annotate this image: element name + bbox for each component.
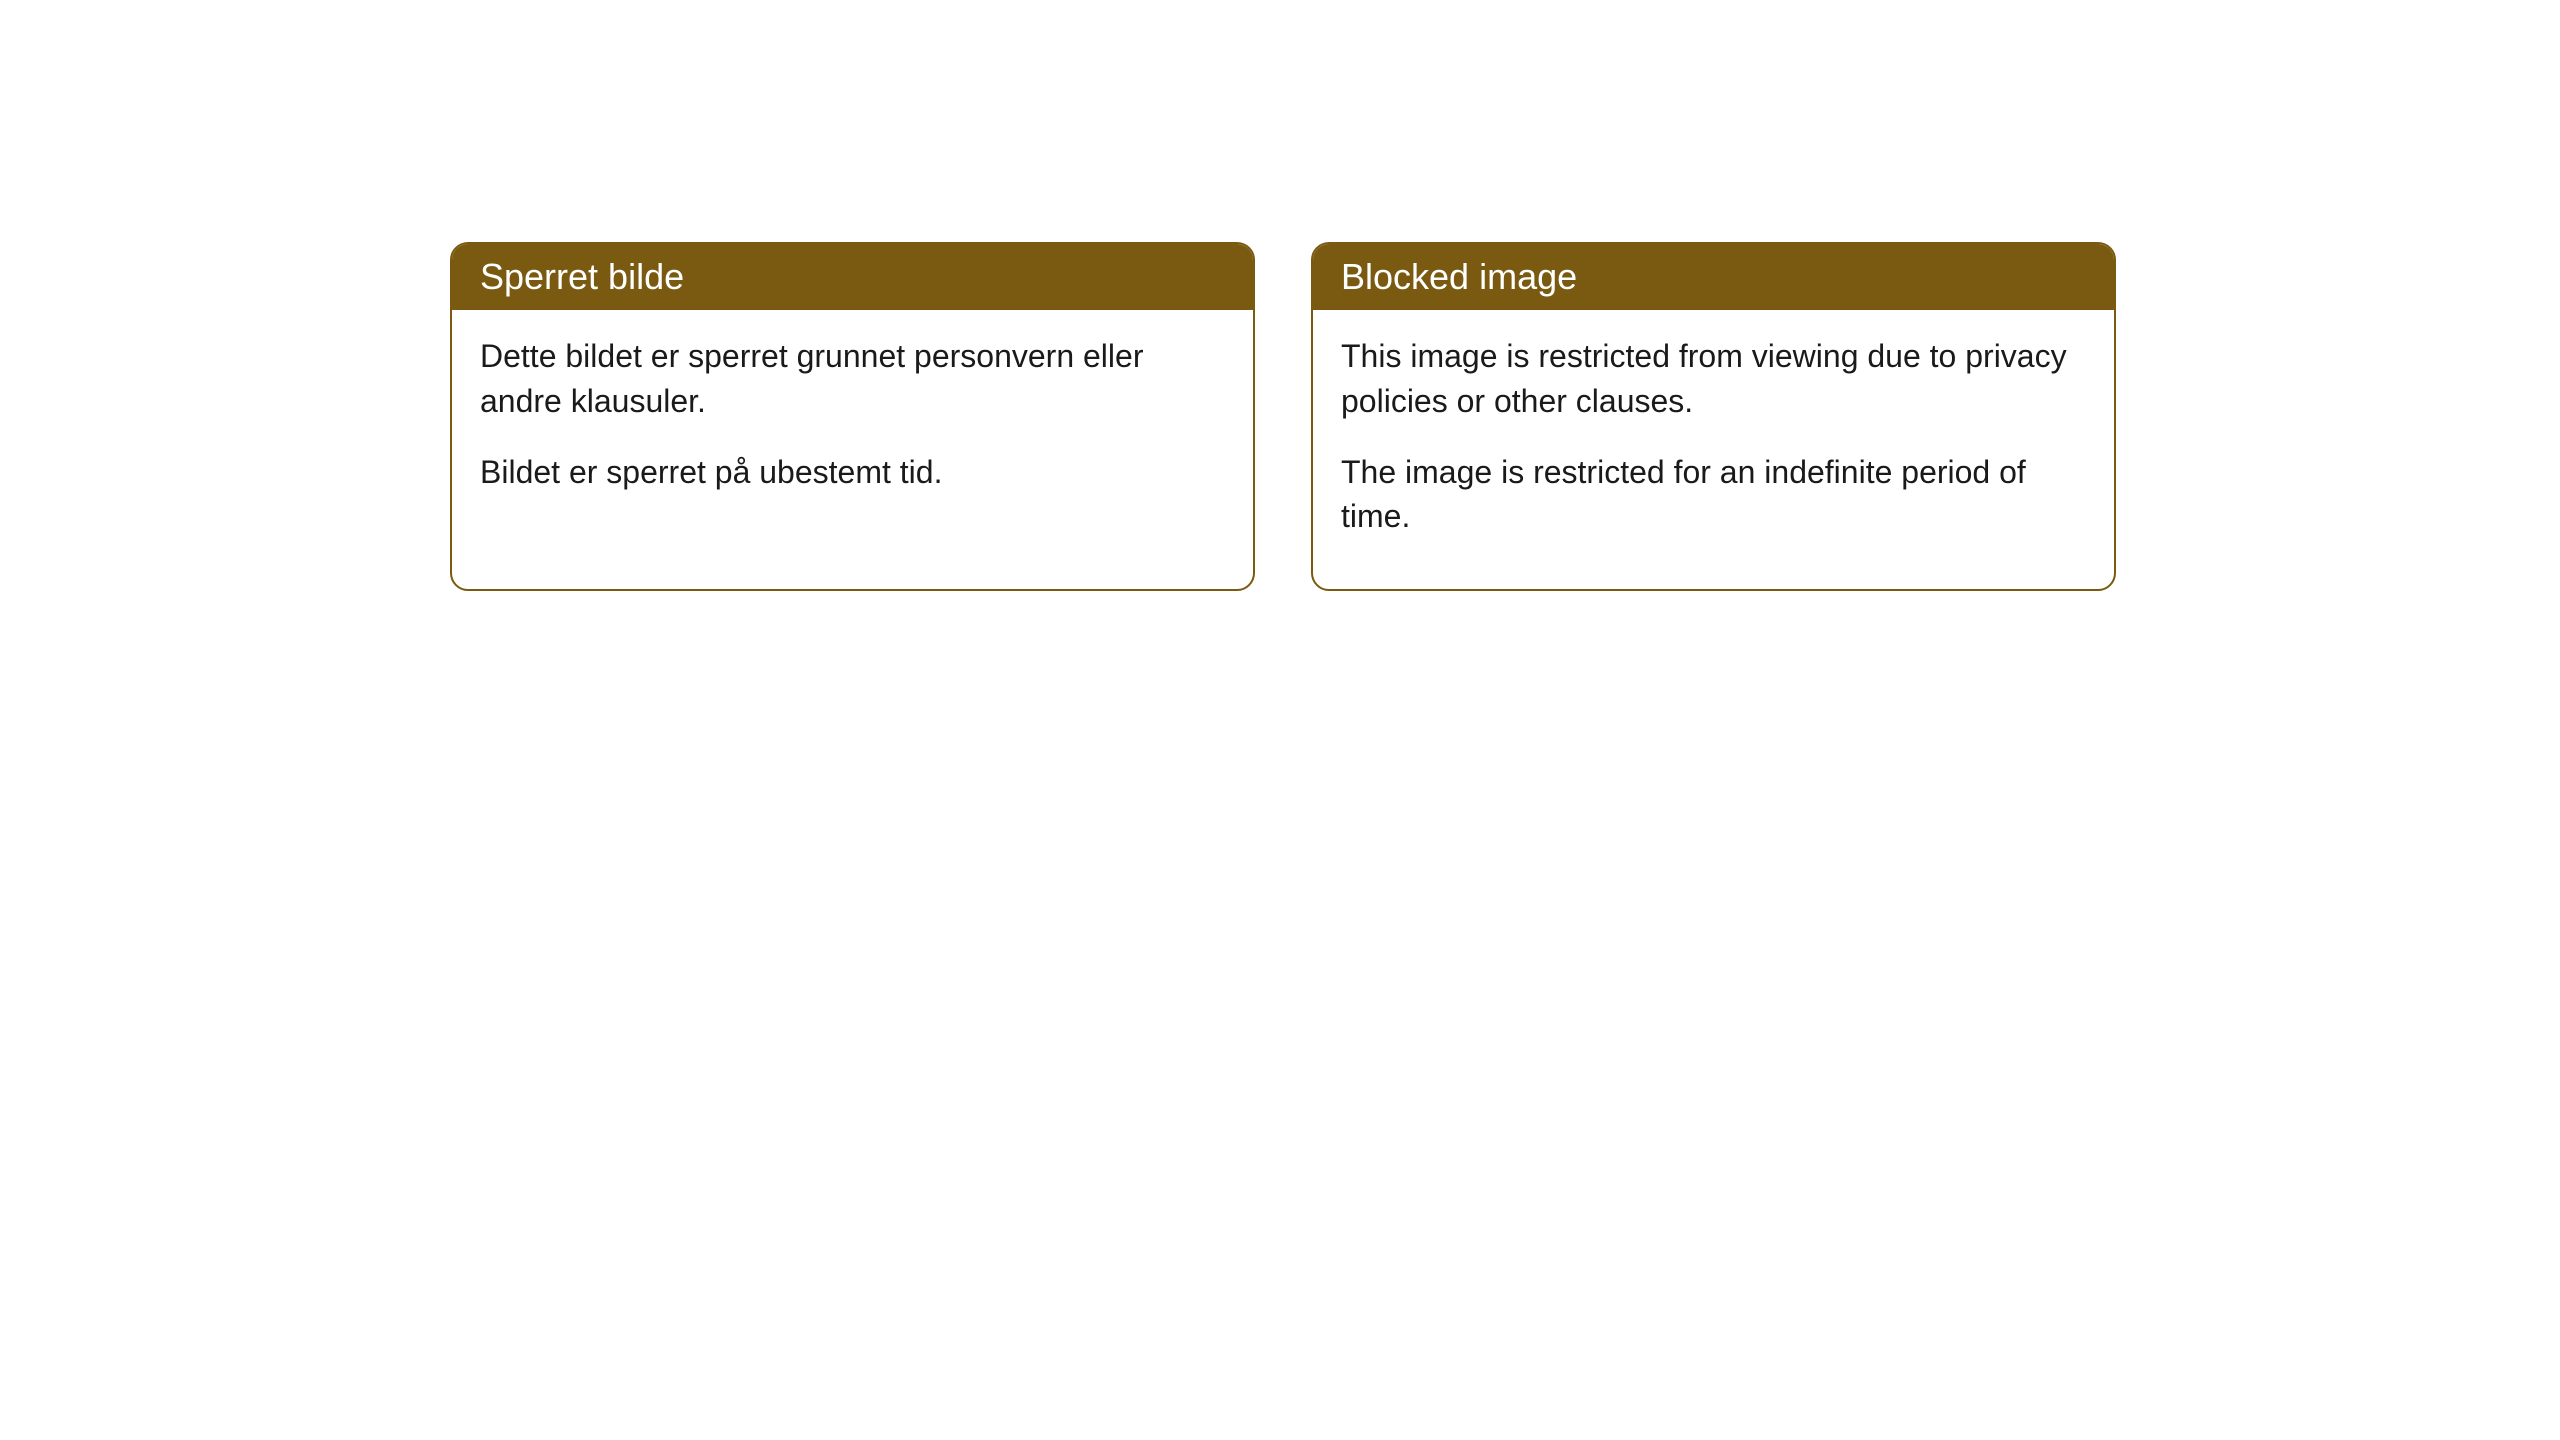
blocked-image-card-norwegian: Sperret bilde Dette bildet er sperret gr… xyxy=(450,242,1255,591)
card-paragraph: This image is restricted from viewing du… xyxy=(1341,334,2086,424)
card-paragraph: The image is restricted for an indefinit… xyxy=(1341,450,2086,540)
notice-cards-container: Sperret bilde Dette bildet er sperret gr… xyxy=(450,242,2116,591)
card-title: Sperret bilde xyxy=(480,256,684,297)
card-title: Blocked image xyxy=(1341,256,1577,297)
card-header: Sperret bilde xyxy=(452,244,1253,310)
card-paragraph: Dette bildet er sperret grunnet personve… xyxy=(480,334,1225,424)
card-header: Blocked image xyxy=(1313,244,2114,310)
card-body: This image is restricted from viewing du… xyxy=(1313,310,2114,589)
card-body: Dette bildet er sperret grunnet personve… xyxy=(452,310,1253,544)
blocked-image-card-english: Blocked image This image is restricted f… xyxy=(1311,242,2116,591)
card-paragraph: Bildet er sperret på ubestemt tid. xyxy=(480,450,1225,495)
